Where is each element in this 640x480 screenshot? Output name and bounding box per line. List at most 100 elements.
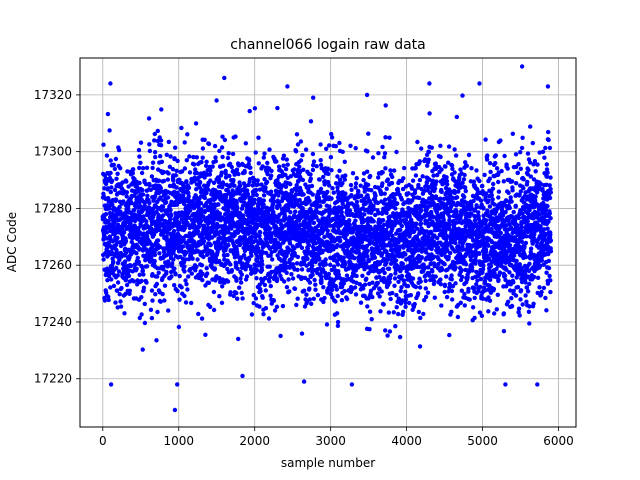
data-point <box>308 172 313 177</box>
data-point <box>399 223 405 229</box>
data-point <box>115 171 120 176</box>
data-point <box>420 174 425 179</box>
data-point <box>304 292 309 297</box>
data-point <box>280 303 286 309</box>
data-point <box>356 248 361 253</box>
data-point <box>341 215 346 220</box>
data-point <box>385 177 391 182</box>
data-point <box>377 294 382 299</box>
data-point <box>410 276 416 281</box>
data-point <box>331 190 336 195</box>
data-point <box>234 167 240 172</box>
data-point <box>427 177 432 182</box>
data-point <box>229 164 234 170</box>
data-point <box>413 165 418 171</box>
data-point <box>227 235 232 241</box>
data-point <box>449 309 454 314</box>
data-point <box>352 285 358 290</box>
data-point <box>294 186 299 191</box>
data-point <box>407 300 412 306</box>
data-point <box>313 282 318 287</box>
data-point <box>444 294 450 300</box>
data-point <box>429 145 434 150</box>
data-point <box>335 174 340 179</box>
data-point <box>111 283 117 289</box>
data-point <box>318 186 324 192</box>
data-point <box>425 163 430 168</box>
data-point <box>416 309 421 315</box>
data-point <box>395 201 400 206</box>
data-point <box>155 138 160 144</box>
data-point <box>256 135 261 140</box>
data-point <box>439 303 444 308</box>
data-point <box>226 151 231 156</box>
data-point <box>466 152 472 158</box>
data-point <box>393 324 398 329</box>
data-point <box>292 246 297 251</box>
data-point <box>186 194 191 199</box>
data-point <box>195 257 200 262</box>
data-point <box>250 183 255 188</box>
data-point <box>169 213 174 218</box>
data-point <box>105 278 110 283</box>
data-point <box>394 149 399 155</box>
data-point <box>365 149 370 154</box>
data-point <box>309 301 314 306</box>
data-point <box>400 298 405 303</box>
data-point <box>181 237 186 242</box>
data-point <box>427 273 432 278</box>
data-point <box>148 307 154 312</box>
data-point <box>338 238 343 243</box>
data-point <box>375 280 380 286</box>
data-point <box>283 172 288 178</box>
data-point <box>259 258 265 264</box>
data-point <box>329 287 335 292</box>
data-point <box>423 286 428 291</box>
data-point <box>213 159 218 164</box>
data-point <box>119 285 124 291</box>
data-point <box>167 164 173 169</box>
data-point <box>273 237 278 242</box>
data-point <box>386 257 391 262</box>
data-point <box>439 267 445 272</box>
data-point <box>417 159 422 164</box>
data-point <box>325 290 330 295</box>
data-point <box>136 259 142 265</box>
data-point <box>126 273 132 279</box>
data-point <box>441 217 446 223</box>
data-point <box>358 193 364 198</box>
data-point <box>131 279 136 284</box>
data-point <box>156 178 162 183</box>
data-point <box>317 256 322 261</box>
data-point <box>103 181 109 187</box>
data-point <box>360 273 365 278</box>
data-point <box>187 215 192 220</box>
data-point <box>142 320 148 326</box>
data-point <box>353 292 359 297</box>
data-point <box>265 160 270 166</box>
data-point <box>295 254 301 260</box>
data-point <box>470 305 476 310</box>
data-point <box>135 185 140 190</box>
data-point <box>241 253 247 258</box>
data-point <box>310 192 315 197</box>
data-point <box>417 285 423 290</box>
data-point <box>168 217 173 222</box>
data-point <box>210 164 215 169</box>
data-point <box>185 132 190 137</box>
data-point <box>390 290 395 296</box>
data-point <box>149 174 155 179</box>
data-point <box>255 178 260 183</box>
data-point <box>121 199 126 204</box>
data-point <box>106 240 112 245</box>
data-point <box>202 195 207 201</box>
data-point <box>326 143 332 148</box>
data-point <box>277 203 282 208</box>
data-point <box>253 232 259 237</box>
data-point <box>455 314 461 320</box>
data-point <box>401 210 406 215</box>
data-point <box>144 264 150 269</box>
data-point <box>462 291 467 297</box>
data-point <box>204 245 209 250</box>
data-point <box>199 263 205 268</box>
